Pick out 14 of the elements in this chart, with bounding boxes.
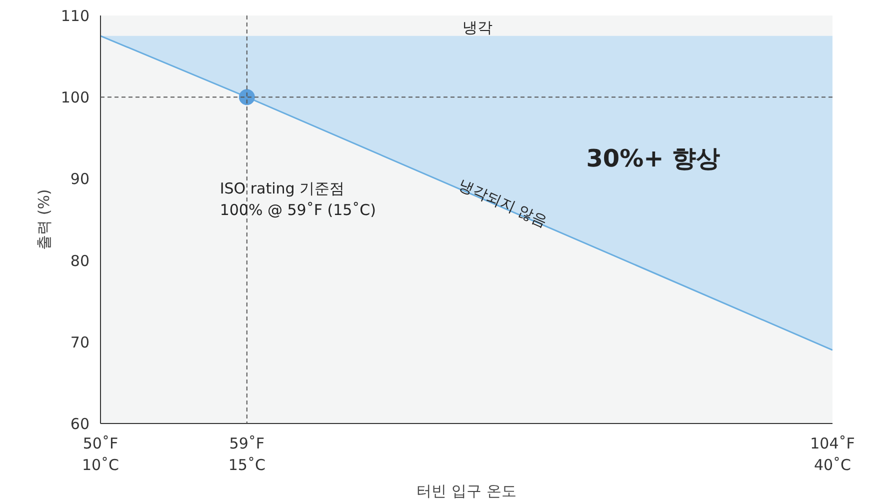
x-tick-label: 59˚F 15˚C (228, 434, 266, 474)
x-axis-title: 터빈 입구 온도 (416, 482, 516, 500)
y-tick-label: 80 (70, 252, 90, 270)
y-tick-label: 70 (70, 333, 90, 352)
x-tick-label: 104˚F 40˚C (810, 434, 855, 474)
y-tick-label: 100 (60, 88, 90, 107)
y-axis-title: 출력 (%) (34, 189, 53, 250)
annotation: 30%+ 향상 (586, 144, 720, 172)
annotation: 냉각 (462, 18, 492, 37)
annotation: ISO rating 기준점 100% @ 59˚F (15˚C) (220, 179, 376, 219)
x-tick-label: 50˚F 10˚C (82, 434, 120, 474)
y-tick-label: 90 (70, 170, 90, 188)
y-tick-label: 60 (70, 415, 90, 433)
y-tick-label: 110 (60, 7, 90, 25)
